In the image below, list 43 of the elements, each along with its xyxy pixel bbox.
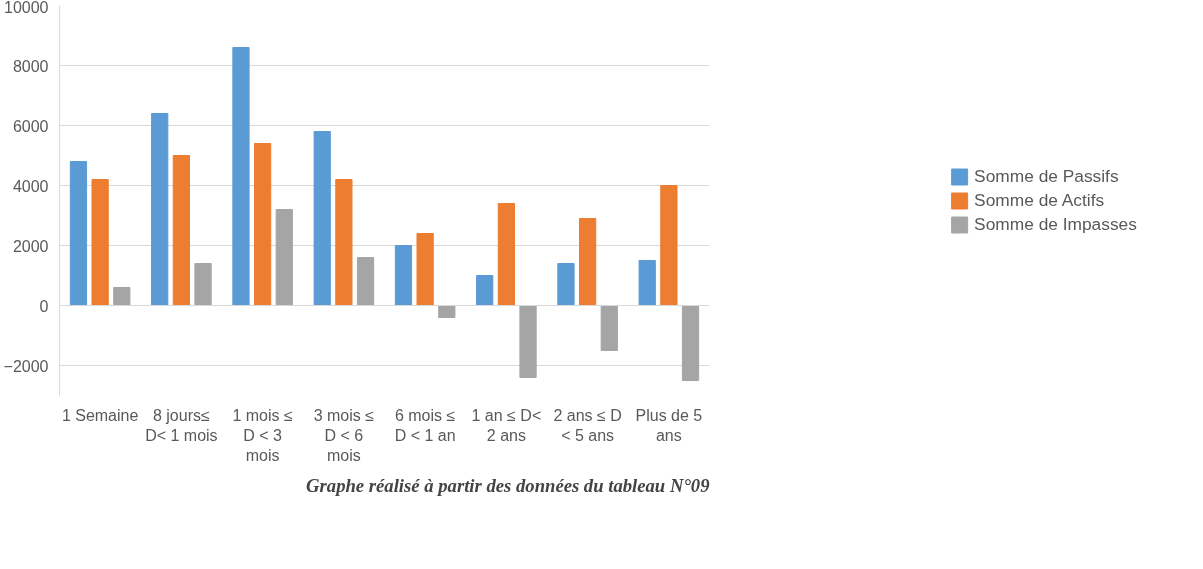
bar [254,143,272,306]
bar [394,245,413,306]
bar [476,275,494,306]
x-tick-label: 1 Semaine [61,406,139,424]
bar [356,257,375,306]
bar [113,287,131,306]
legend-label: Somme de Passifs [974,165,1119,187]
bar [232,47,250,306]
bar [335,179,353,306]
bar [579,218,597,306]
y-tick-label: −2000 [3,357,49,375]
bar [519,305,537,378]
y-tick-label: 0 [39,297,49,315]
y-tick-label: 2000 [12,237,49,255]
bar [69,161,88,306]
bar [638,260,656,306]
x-tick-label: 2 ans ≤ D < 5 ans [553,406,622,444]
legend-label: Somme de Actifs [974,189,1105,211]
x-tick-label: 1 an ≤ D< 2 ans [471,406,542,444]
bar [194,263,212,306]
bar [600,305,618,351]
bar [313,131,331,306]
y-tick-label: 8000 [12,57,49,75]
bar [681,305,700,381]
bar [660,185,678,306]
bar [275,209,293,306]
bar [416,233,434,306]
bar [438,305,456,318]
legend-label: Somme de Impasses [974,213,1137,235]
y-tick-label: 10000 [4,0,49,16]
x-tick-label: Plus de 5 ans [635,406,703,444]
x-tick-label: 1 mois ≤ D < 3 mois [232,406,294,465]
y-tick-label: 4000 [12,177,49,195]
x-tick-label: 6 mois ≤ D < 1 an [394,406,456,444]
bar [557,263,575,306]
x-tick-label: 3 mois ≤ D < 6 mois [313,406,375,465]
bar [497,203,515,306]
y-tick-label: 6000 [12,117,49,135]
text: Graphe réalisé à partir des données du tableau N°09 [306,474,710,496]
bar [172,155,190,306]
bar [151,113,169,306]
bar [91,179,109,306]
x-tick-label: 8 jours≤ D< 1 mois [145,406,218,444]
